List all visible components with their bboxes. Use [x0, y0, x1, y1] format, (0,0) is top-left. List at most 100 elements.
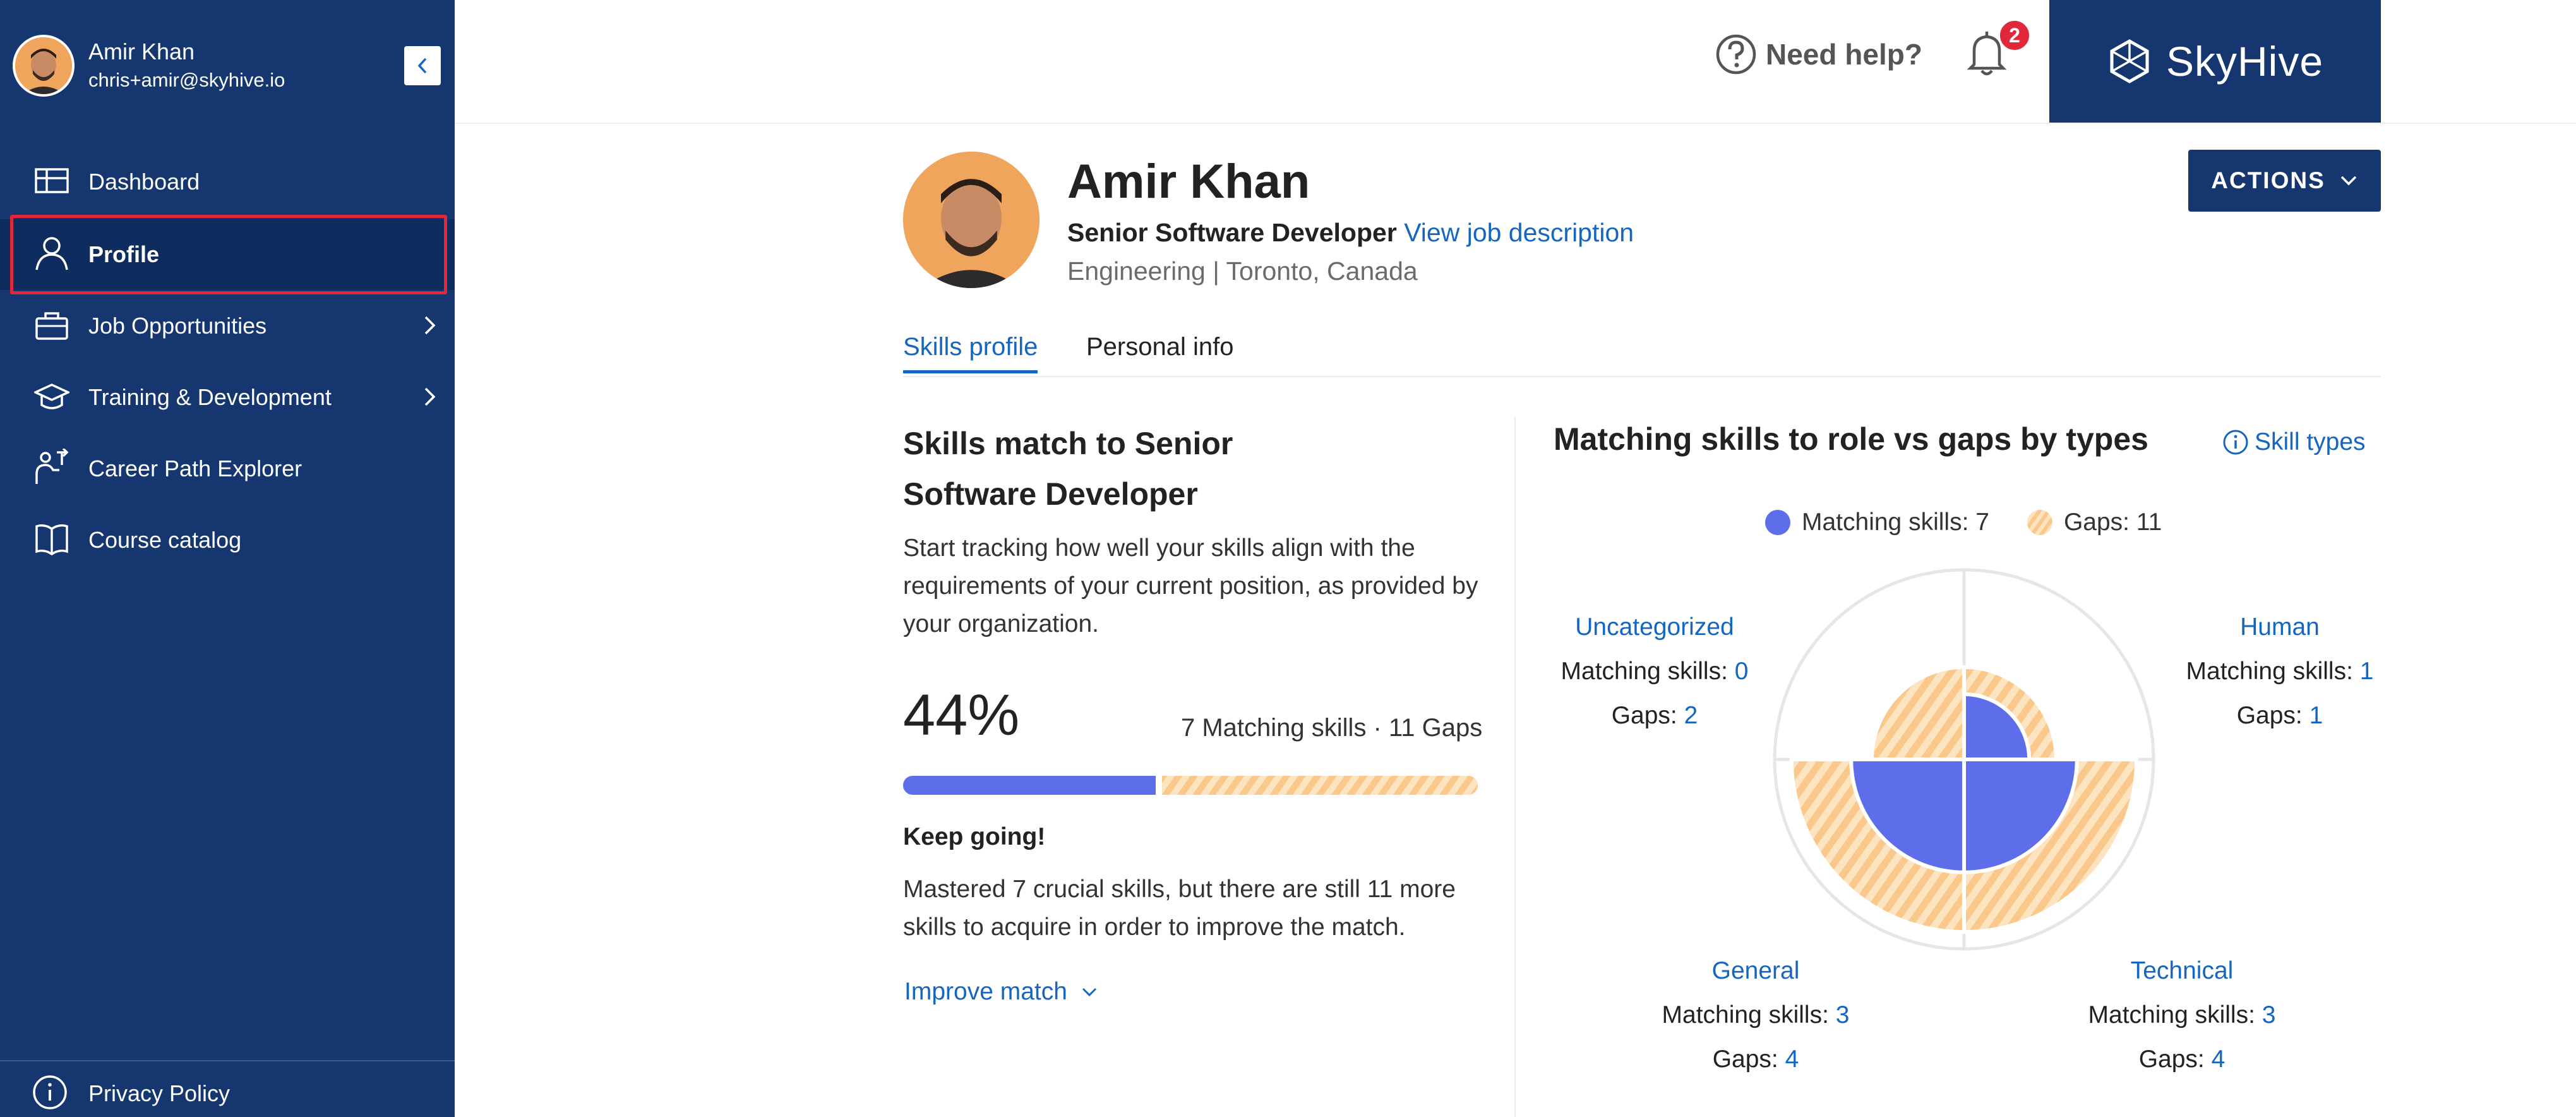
tab-personal-info[interactable]: Personal info — [1086, 333, 1234, 361]
sidebar-item-profile[interactable]: Profile — [0, 219, 455, 290]
avatar[interactable] — [13, 35, 75, 97]
notification-badge: 2 — [1998, 19, 2031, 52]
legend-gaps: Gaps: 11 — [2063, 509, 2162, 536]
skills-match-title: Skills match to Senior Software Develope… — [903, 426, 1233, 512]
keep-going-heading: Keep going! — [903, 823, 1046, 850]
chevron-left-icon — [417, 57, 427, 74]
gaps-count: 2 — [1684, 702, 1698, 729]
header-divider — [455, 123, 2576, 124]
sidebar-item-career-path-explorer[interactable]: Career Path Explorer — [0, 433, 455, 504]
chevron-down-icon — [2340, 176, 2356, 186]
gaps-label: Gaps: — [1712, 1046, 1778, 1073]
sidebar-user-email: chris+amir@skyhive.io — [88, 69, 285, 91]
info-icon — [33, 1075, 67, 1109]
improve-match-link[interactable]: Improve match — [904, 978, 1099, 1006]
profile-avatar — [903, 152, 1039, 288]
legend-matching: Matching skills: 7 — [1802, 509, 1989, 536]
profile-name: Amir Khan — [1067, 155, 1310, 208]
sidebar-item-label: Dashboard — [88, 169, 200, 195]
category-name[interactable]: Technical — [2130, 957, 2234, 984]
matching-sector-human[interactable] — [1962, 692, 2032, 761]
sidebar-item-label: Profile — [88, 241, 160, 267]
help-label: Need help? — [1766, 38, 1922, 71]
skill-types-label: Skill types — [2255, 428, 2366, 456]
brand-logo[interactable]: SkyHive — [2049, 0, 2381, 123]
gaps-label: Gaps: — [1611, 702, 1677, 729]
card-divider — [1514, 417, 1516, 1117]
graduation-cap-icon — [34, 383, 69, 409]
profile-tabs: Skills profile Personal info — [903, 325, 2381, 377]
improve-match-label: Improve match — [904, 978, 1067, 1005]
category-human: Human Matching skills: 1 Gaps: 1 — [2160, 605, 2400, 738]
match-percent: 44% — [903, 683, 1020, 747]
question-circle-icon — [1716, 34, 1756, 75]
sidebar-item-course-catalog[interactable]: Course catalog — [0, 505, 455, 576]
matching-count: 3 — [2261, 1001, 2276, 1029]
chevron-down-icon — [1082, 987, 1096, 997]
tab-skills-profile[interactable]: Skills profile — [903, 333, 1038, 373]
book-icon — [35, 524, 68, 556]
gaps-label: Gaps: — [2138, 1046, 2205, 1073]
matching-label: Matching skills: — [1662, 1001, 1829, 1029]
sidebar-divider — [0, 1060, 455, 1061]
by-types-title: Matching skills to role vs gaps by types — [1554, 421, 2148, 457]
skills-polar-chart — [1773, 568, 2155, 951]
progress-fill-matching — [903, 776, 1156, 795]
matching-label: Matching skills: — [2088, 1001, 2255, 1029]
chevron-right-icon — [424, 387, 436, 406]
category-name[interactable]: Uncategorized — [1575, 613, 1734, 641]
sidebar-item-label: Training & Development — [88, 384, 332, 410]
category-name[interactable]: General — [1711, 957, 1800, 984]
briefcase-icon — [35, 312, 68, 340]
category-name[interactable]: Human — [2240, 613, 2320, 641]
brand-name: SkyHive — [2166, 38, 2324, 85]
collapse-sidebar-button[interactable] — [404, 46, 441, 85]
gaps-count: 1 — [2309, 702, 2323, 729]
sidebar-item-label: Course catalog — [88, 527, 242, 553]
chart-legend: Matching skills: 7 Gaps: 11 — [1765, 509, 2162, 536]
mastered-text: Mastered 7 crucial skills, but there are… — [903, 876, 1456, 941]
category-technical: Technical Matching skills: 3 Gaps: 4 — [2068, 949, 2296, 1082]
info-icon — [2223, 430, 2248, 455]
sidebar-item-dashboard[interactable]: Dashboard — [0, 147, 455, 217]
chevron-right-icon — [424, 316, 436, 335]
sidebar-item-job-opportunities[interactable]: Job Opportunities — [0, 291, 455, 361]
help-link[interactable]: Need help? — [1715, 30, 1922, 78]
category-uncategorized: Uncategorized Matching skills: 0 Gaps: 2 — [1541, 605, 1768, 738]
actions-button[interactable]: ACTIONS — [2188, 150, 2381, 212]
skyhive-logo-icon — [2110, 39, 2149, 83]
user-icon — [35, 237, 68, 270]
gaps-sector-uncategorized[interactable] — [1869, 665, 1966, 761]
dashboard-icon — [35, 168, 69, 193]
privacy-policy-link[interactable]: Privacy Policy — [0, 1068, 455, 1117]
gaps-label: Gaps: — [2236, 702, 2303, 729]
matching-sector-general[interactable] — [1849, 758, 1966, 874]
skill-types-link[interactable]: Skill types — [2222, 428, 2366, 456]
progress-fill-gaps — [1162, 776, 1478, 795]
legend-matching-swatch — [1765, 510, 1790, 535]
profile-role: Senior Software Developer — [1067, 218, 1397, 247]
matching-count: 1 — [2359, 658, 2374, 685]
profile-department: Engineering | Toronto, Canada — [1067, 257, 1418, 286]
actions-label: ACTIONS — [2211, 167, 2325, 193]
profile-title: Senior Software Developer View job descr… — [1067, 218, 1634, 248]
matching-sector-technical[interactable] — [1962, 758, 2079, 874]
privacy-policy-label: Privacy Policy — [88, 1080, 231, 1106]
legend-gaps-swatch — [2027, 510, 2052, 535]
matching-count: 0 — [1734, 658, 1749, 685]
gaps-count: 4 — [2211, 1046, 2226, 1073]
sidebar-item-label: Career Path Explorer — [88, 456, 303, 481]
sidebar-user: Amir Khan chris+amir@skyhive.io — [13, 35, 442, 98]
sidebar-item-label: Job Opportunities — [88, 313, 267, 339]
match-progress-bar — [903, 776, 1478, 795]
matching-label: Matching skills: — [1561, 658, 1728, 685]
category-general: General Matching skills: 3 Gaps: 4 — [1642, 949, 1869, 1082]
matching-count: 3 — [1835, 1001, 1850, 1029]
sidebar: Amir Khan chris+amir@skyhive.io Dashboar… — [0, 0, 455, 1117]
notification-bell-icon[interactable] — [1964, 28, 2010, 78]
gaps-count: 4 — [1785, 1046, 1799, 1073]
view-job-description-link[interactable]: View job description — [1404, 218, 1634, 247]
matching-label: Matching skills: — [2186, 658, 2353, 685]
career-path-icon — [35, 449, 69, 484]
sidebar-item-training-development[interactable]: Training & Development — [0, 362, 455, 433]
